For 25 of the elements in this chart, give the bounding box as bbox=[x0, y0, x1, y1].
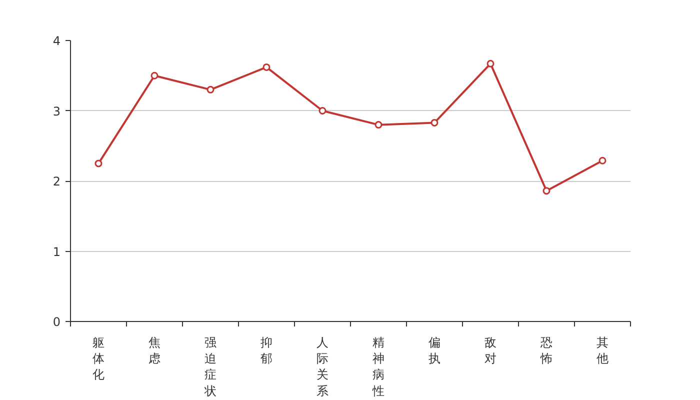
x-tick-label: 偏执 bbox=[428, 336, 440, 366]
point bbox=[94, 160, 102, 168]
y-tick-label: 1 bbox=[52, 244, 61, 259]
point bbox=[430, 118, 438, 126]
point bbox=[206, 86, 214, 94]
y-tick-label: 2 bbox=[52, 174, 61, 188]
x-tick-label: 敌对 bbox=[484, 336, 496, 366]
point bbox=[150, 72, 158, 80]
x-tick-label: 恐怖 bbox=[540, 336, 552, 366]
point bbox=[262, 63, 270, 71]
x-tick-label: 其他 bbox=[596, 336, 608, 366]
y-tick-label: 0 bbox=[52, 315, 61, 329]
y-tick-label: 4 bbox=[52, 34, 61, 48]
point bbox=[318, 107, 326, 114]
y-tick-label: 3 bbox=[52, 104, 61, 118]
point bbox=[598, 156, 606, 164]
x-tick-label: 精神病性 bbox=[372, 336, 384, 398]
x-tick-label: 躯体化 bbox=[92, 336, 104, 382]
point bbox=[374, 121, 382, 129]
x-tick-label: 人际关系 bbox=[316, 336, 328, 398]
point bbox=[486, 60, 494, 68]
x-tick-label: 抑郁 bbox=[260, 336, 272, 366]
x-tick-label: 强迫症状 bbox=[204, 336, 216, 398]
x-tick-label: 焦虑 bbox=[148, 336, 160, 366]
point bbox=[542, 187, 550, 195]
